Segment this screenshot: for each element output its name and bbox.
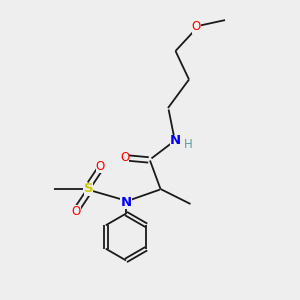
Text: O: O [96,160,105,173]
Text: N: N [170,134,181,148]
Text: N: N [120,196,132,209]
Text: O: O [192,20,201,34]
Text: S: S [84,182,93,196]
Text: O: O [72,205,81,218]
Text: H: H [184,138,193,151]
Text: O: O [120,151,129,164]
